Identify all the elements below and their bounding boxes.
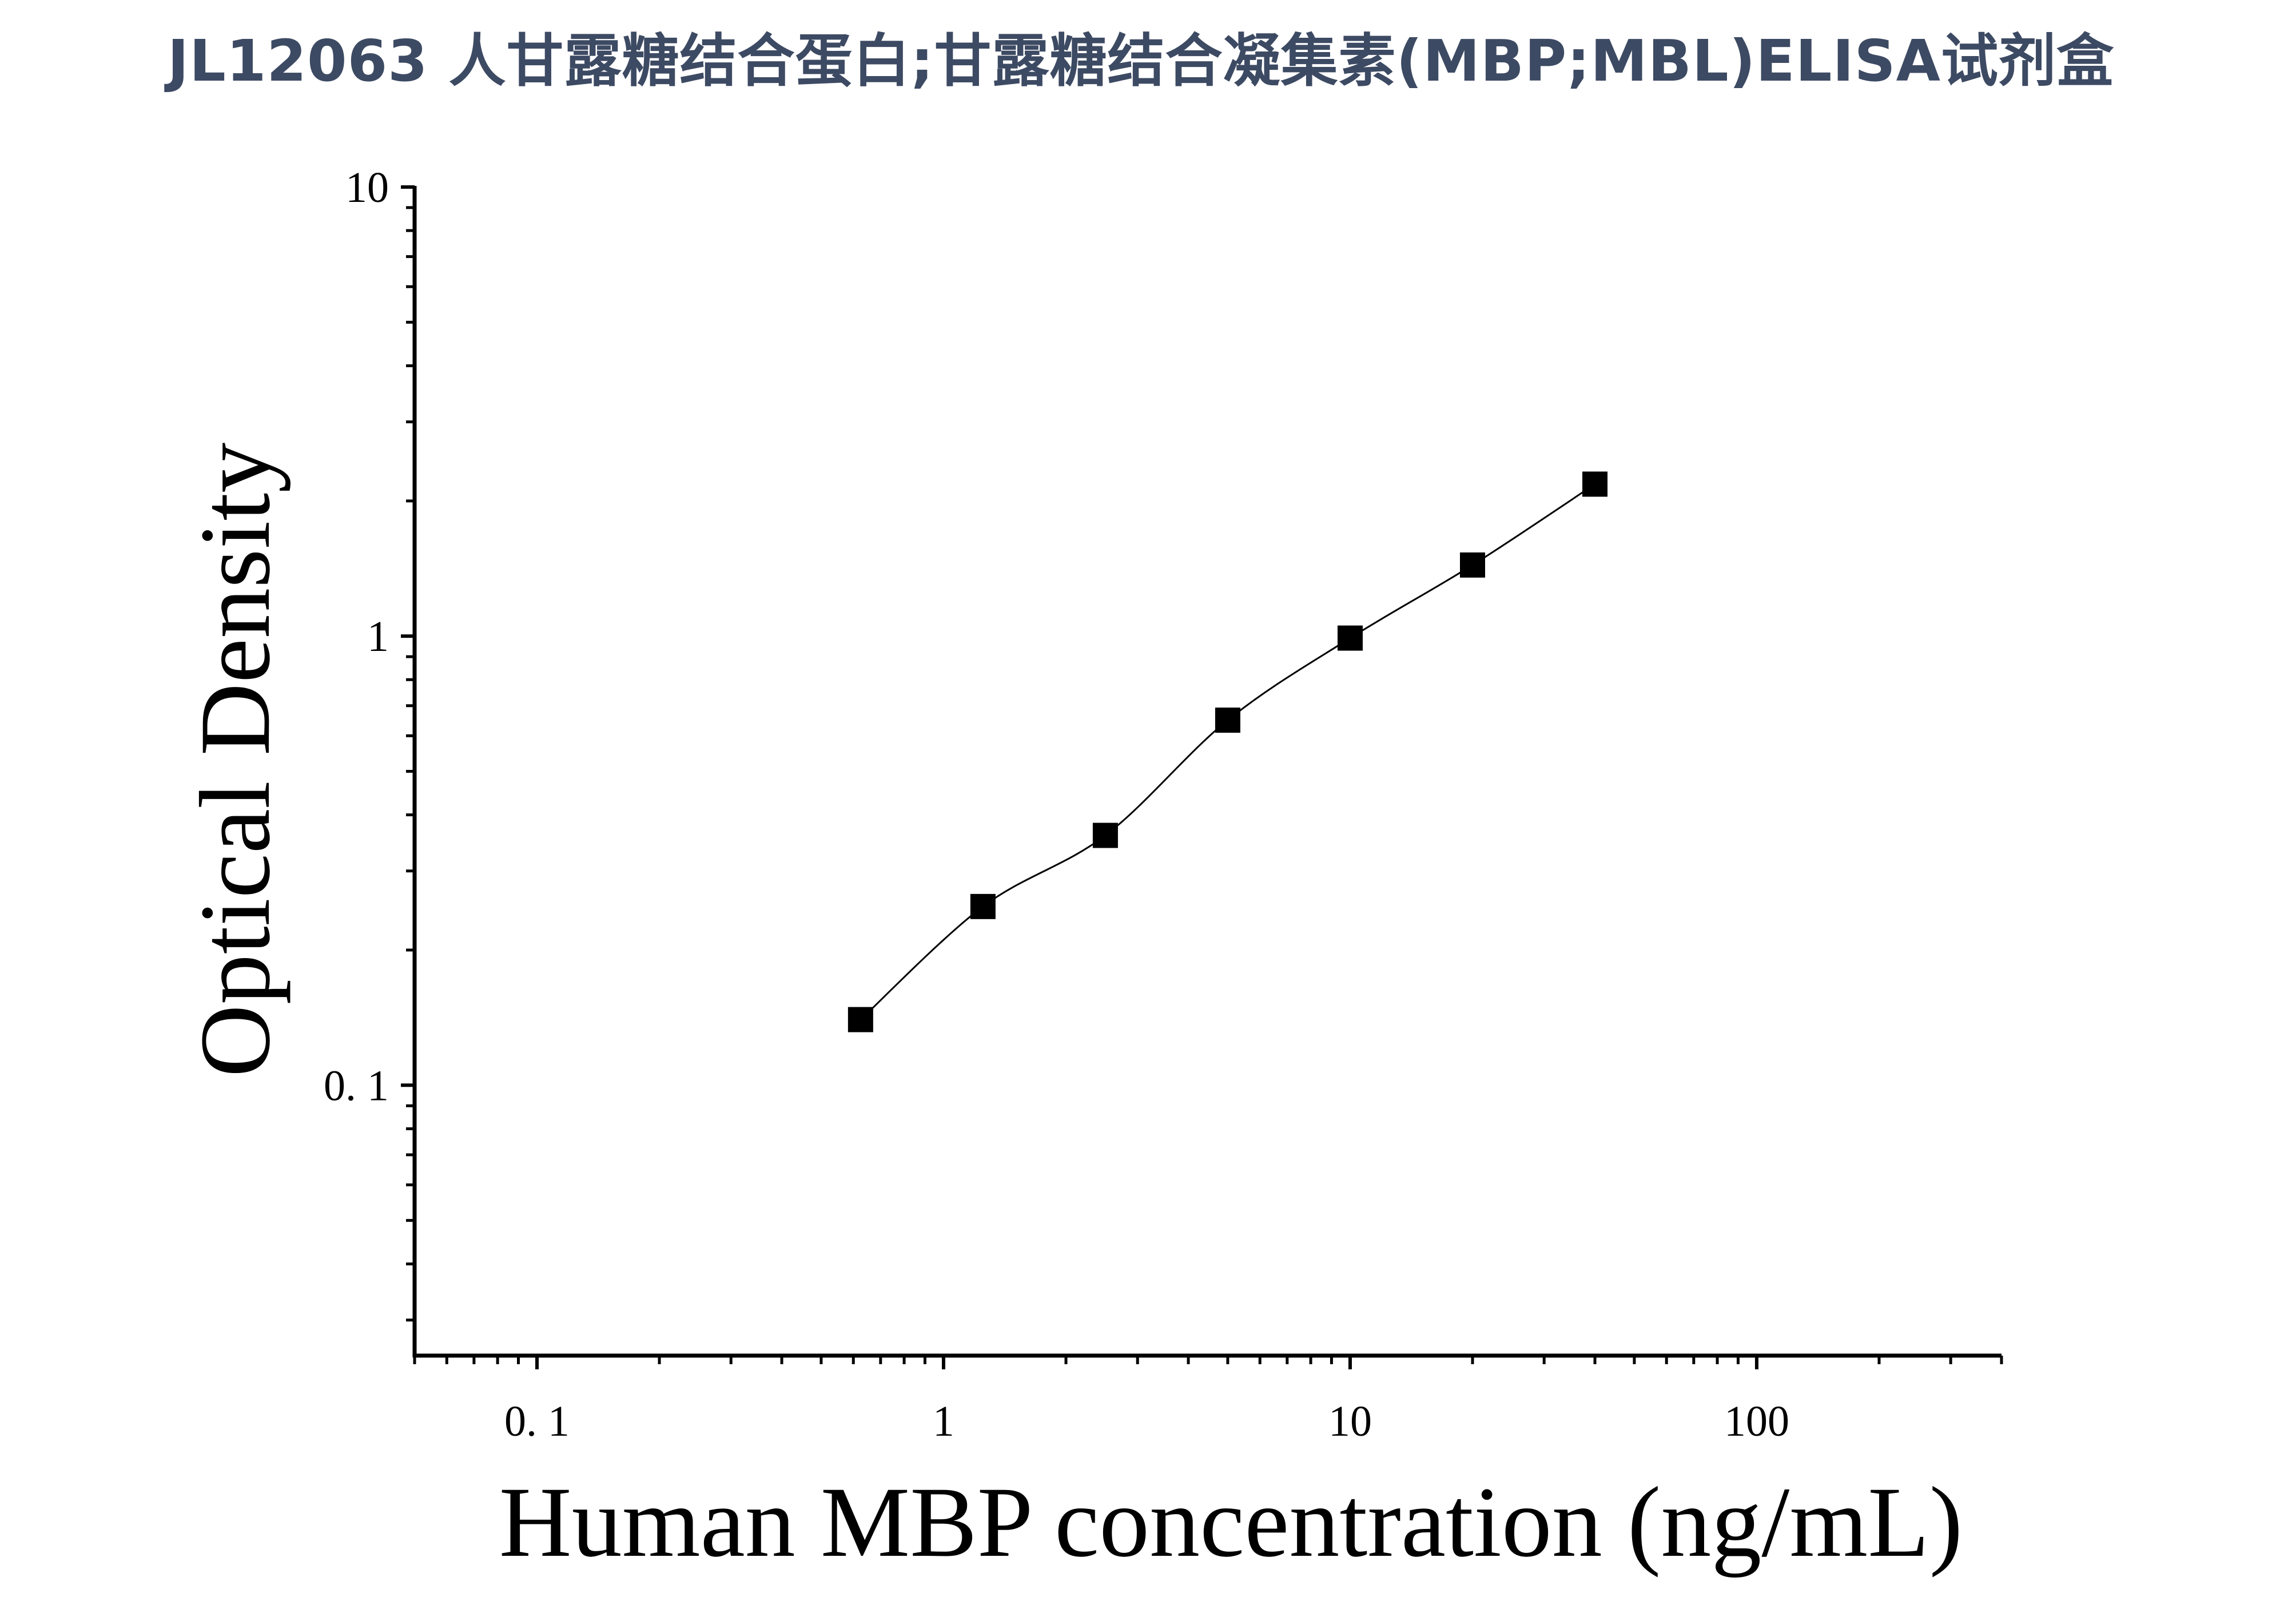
data-point [1337,625,1363,651]
axes: 0. 1 1 10 100 0. 1 1 10 [324,164,2003,1445]
x-tick-label: 100 [1724,1397,1789,1445]
data-point [1582,471,1608,497]
x-tick-label: 10 [1328,1397,1372,1445]
data-point [1092,823,1118,848]
data-point [970,893,996,919]
data-point [847,1007,873,1032]
y-tick-label: 0. 1 [324,1062,389,1110]
x-tick-label: 0. 1 [504,1397,570,1445]
y-tick-label: 1 [367,613,389,661]
y-axis-title: Optical Density [180,443,291,1078]
data-point [1215,708,1240,733]
x-axis-title: Human MBP concentration (ng/mL) [499,1467,1963,1578]
chart-title: JL12063 人甘露糖结合蛋白;甘露糖结合凝集素(MBP;MBL)ELISA试… [167,27,2115,94]
x-tick-label: 1 [933,1397,954,1445]
y-tick-label: 10 [345,164,389,212]
data-markers [847,471,1608,1032]
data-point [1460,552,1485,578]
